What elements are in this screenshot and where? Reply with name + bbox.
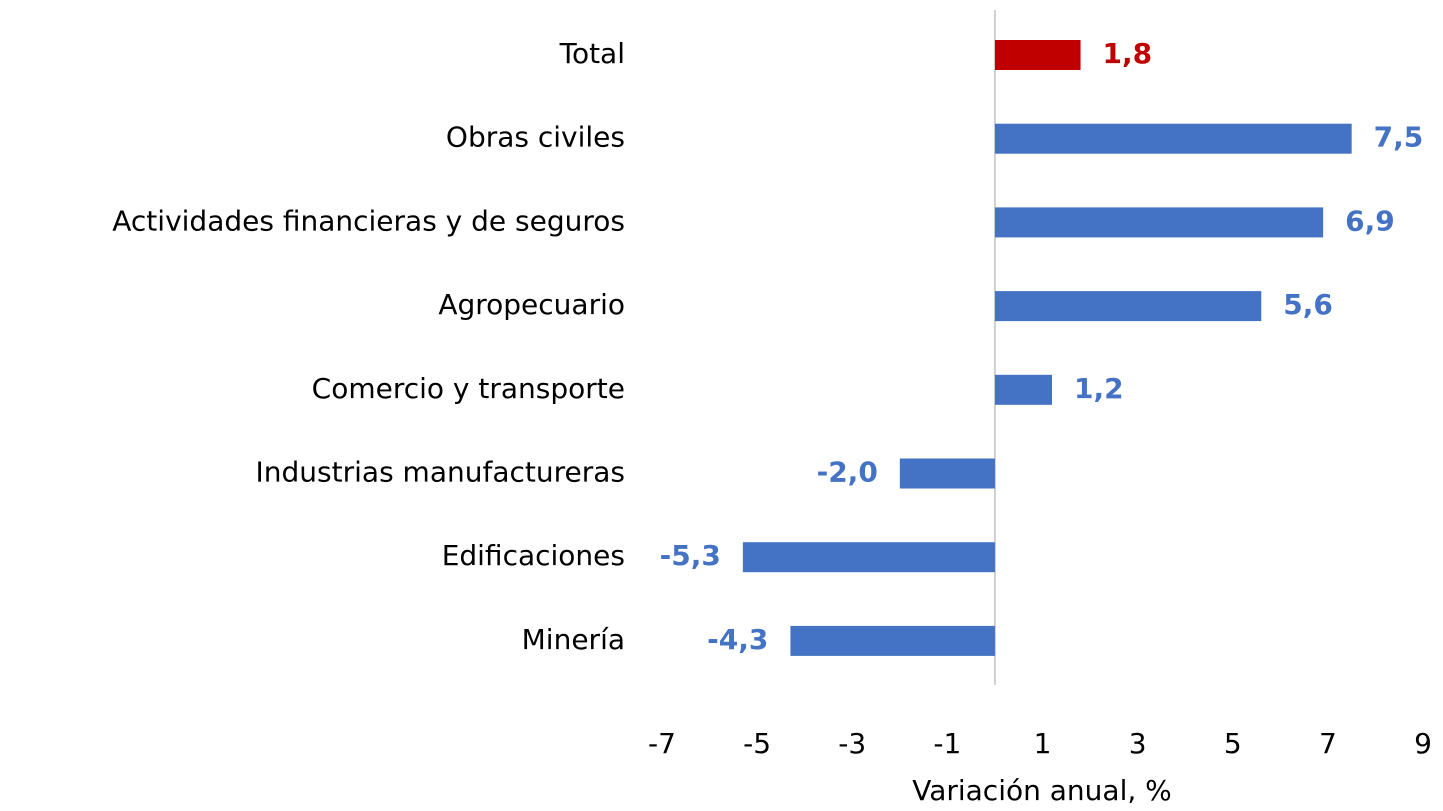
category-label: Obras civiles xyxy=(446,121,625,154)
category-label: Edificaciones xyxy=(442,539,625,572)
category-label: Comercio y transporte xyxy=(312,372,625,405)
category-label: Actividades financieras y de seguros xyxy=(112,204,625,237)
bar xyxy=(994,40,1081,70)
data-label: 1,2 xyxy=(1074,372,1124,405)
bar xyxy=(994,207,1324,238)
bar xyxy=(899,458,995,489)
bar xyxy=(994,291,1262,322)
data-label: -4,3 xyxy=(707,623,768,656)
x-tick-label: 9 xyxy=(1414,727,1432,760)
x-tick-label: 1 xyxy=(1034,727,1052,760)
category-label: Agropecuario xyxy=(438,288,625,321)
x-tick-label: 3 xyxy=(1129,727,1147,760)
x-tick-label: -3 xyxy=(838,727,866,760)
bar xyxy=(742,542,995,573)
bar xyxy=(994,374,1053,405)
data-label: -5,3 xyxy=(660,539,721,572)
x-tick-label: 5 xyxy=(1224,727,1242,760)
category-label: Total xyxy=(559,37,625,70)
bar xyxy=(790,625,995,656)
bar xyxy=(994,123,1352,154)
data-label: 7,5 xyxy=(1374,121,1424,154)
data-label: 1,8 xyxy=(1103,37,1153,70)
x-tick-label: -5 xyxy=(743,727,771,760)
data-label: 6,9 xyxy=(1345,204,1395,237)
x-tick-label: 7 xyxy=(1319,727,1337,760)
x-tick-label: -1 xyxy=(933,727,961,760)
data-label: 5,6 xyxy=(1283,288,1333,321)
category-label: Minería xyxy=(522,623,625,656)
data-label: -2,0 xyxy=(817,456,878,489)
x-axis-label: Variación anual, % xyxy=(912,774,1172,807)
category-label: Industrias manufactureras xyxy=(256,456,625,489)
x-tick-label: -7 xyxy=(648,727,676,760)
